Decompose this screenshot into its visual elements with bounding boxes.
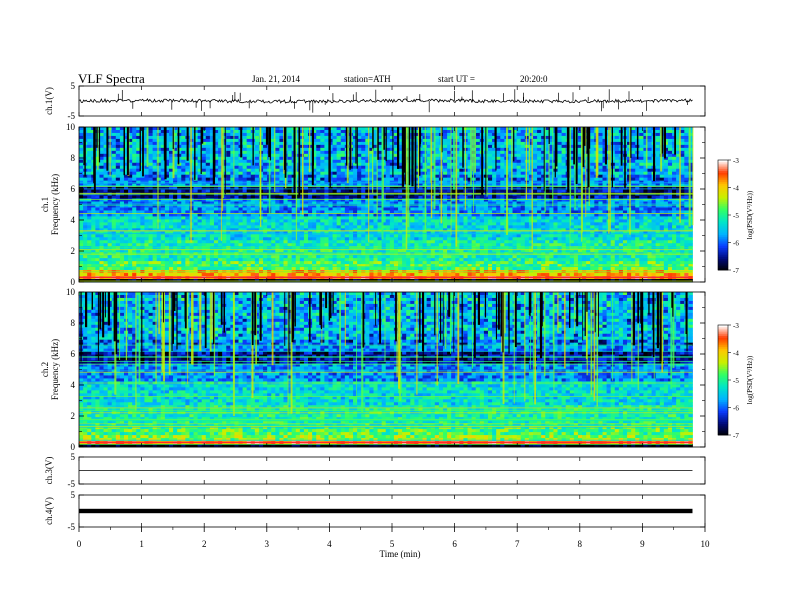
time-tick-label: 5 bbox=[390, 539, 395, 549]
y-tick-label: 0 bbox=[71, 442, 76, 452]
y-tick-label: 8 bbox=[71, 318, 76, 328]
y-tick-label: 0 bbox=[71, 277, 76, 287]
waveform-ylabel: ch.3(V) bbox=[44, 457, 54, 485]
waveform-ylabel: ch.1(V) bbox=[44, 87, 54, 115]
colorbar-layer: -3 -4 -5 -6 -7 log(PSD(V²/Hz)) -3 -4 -5 -6 -7 log(P… bbox=[717, 157, 754, 440]
y-tick-label: 5 bbox=[71, 81, 76, 91]
spectrogram-layer bbox=[79, 127, 694, 448]
station-label: station=ATH bbox=[344, 74, 391, 84]
colorbar-tick-label: -4 bbox=[733, 350, 739, 358]
colorbar-tick-label: -7 bbox=[733, 432, 739, 440]
y-tick-label: 10 bbox=[66, 122, 76, 132]
time-tick-label: 3 bbox=[265, 539, 270, 549]
y-tick-label: 5 bbox=[71, 452, 76, 462]
y-tick-label: -5 bbox=[68, 111, 76, 121]
colorbar-ch1: -3 -4 -5 -6 -7 log(PSD(V²/Hz)) bbox=[717, 157, 754, 275]
time-axis: Time (min) 0 1 2 3 4 5 6 7 8 9 10 bbox=[77, 527, 710, 559]
y-tick-label: 5 bbox=[71, 490, 76, 500]
colorbar-label: log(PSD(V²/Hz)) bbox=[746, 355, 754, 404]
time-tick-label: 4 bbox=[327, 539, 332, 549]
colorbar-tick-label: -4 bbox=[733, 185, 739, 193]
colorbar-tick-label: -5 bbox=[733, 212, 739, 220]
time-tick-label: 9 bbox=[640, 539, 645, 549]
y-tick-label: -5 bbox=[68, 479, 76, 489]
ch1-trace bbox=[78, 98, 693, 104]
colorbar-tick-label: -3 bbox=[733, 157, 739, 165]
time-tick-label: 6 bbox=[452, 539, 457, 549]
colorbar-label: log(PSD(V²/Hz)) bbox=[746, 190, 754, 239]
time-tick-label: 2 bbox=[202, 539, 207, 549]
start-ut-label: start UT = bbox=[438, 74, 475, 84]
y-tick-label: 10 bbox=[66, 287, 76, 297]
frequency-axis-label: Frequency (kHz) bbox=[50, 339, 60, 400]
y-tick-label: 8 bbox=[71, 153, 76, 163]
y-tick-label: 6 bbox=[71, 184, 76, 194]
ch1-name-label: ch.1 bbox=[40, 197, 50, 212]
frequency-axis-label: Frequency (kHz) bbox=[50, 174, 60, 235]
time-tick-label: 8 bbox=[578, 539, 583, 549]
y-tick-label: -5 bbox=[68, 522, 76, 532]
colorbar-ch2: -3 -4 -5 -6 -7 log(PSD(V²/Hz)) bbox=[717, 322, 754, 440]
colorbar-tick-label: -6 bbox=[733, 405, 739, 413]
colorbar-tick-label: -3 bbox=[733, 322, 739, 330]
time-tick-label: 1 bbox=[139, 539, 144, 549]
waveform-ylabel: ch.4(V) bbox=[44, 497, 54, 525]
y-tick-label: 2 bbox=[71, 411, 76, 421]
header: VLF Spectra Jan. 21, 2014 station=ATH st… bbox=[78, 71, 548, 86]
date-label: Jan. 21, 2014 bbox=[252, 74, 300, 84]
ch2-name-label: ch.2 bbox=[40, 362, 50, 377]
waveform-layer bbox=[78, 89, 693, 514]
time-tick-label: 7 bbox=[515, 539, 520, 549]
figure-title: VLF Spectra bbox=[78, 71, 145, 86]
y-tick-label: 6 bbox=[71, 349, 76, 359]
colorbar-tick-label: -6 bbox=[733, 240, 739, 248]
colorbar-tick-label: -7 bbox=[733, 267, 739, 275]
y-tick-label: 4 bbox=[71, 215, 76, 225]
x-axis-label: Time (min) bbox=[380, 549, 421, 559]
spectrogram-ch2-image bbox=[79, 292, 693, 448]
spectrogram-ch1-image bbox=[79, 127, 694, 283]
y-tick-label: 2 bbox=[71, 246, 76, 256]
start-time-value: 20:20:0 bbox=[520, 74, 548, 84]
colorbar-tick-label: -5 bbox=[733, 377, 739, 385]
time-tick-label: 10 bbox=[701, 539, 711, 549]
y-tick-label: 4 bbox=[71, 380, 76, 390]
ch4-trace bbox=[79, 508, 693, 514]
time-tick-label: 0 bbox=[77, 539, 82, 549]
